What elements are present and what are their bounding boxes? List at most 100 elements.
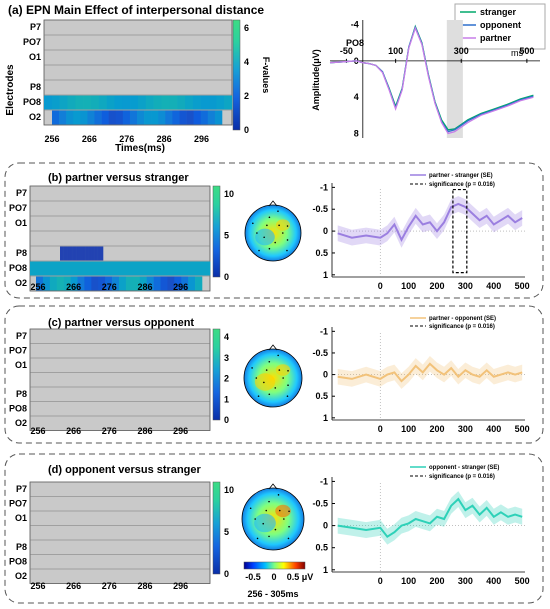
heatmap-cell (80, 110, 88, 125)
heatmap-cell (108, 110, 117, 125)
erp-x-tick: 500 (519, 46, 534, 56)
heatmap-cell (72, 246, 75, 261)
difference-wave (337, 362, 523, 383)
heatmap-cell (120, 261, 128, 276)
heatmap-x-tick: 296 (194, 134, 209, 144)
heatmap-colorbar (212, 481, 221, 575)
topo-colorbar (243, 561, 306, 570)
colorbar-tick: 10 (224, 189, 234, 199)
electrode-dot (258, 249, 260, 252)
electrode-dot (263, 381, 265, 384)
legend-c: partner - opponent (SE) significance (p … (410, 316, 496, 330)
heatmap-cell (122, 110, 131, 125)
heatmap-cell (158, 110, 166, 125)
electrode-dot (268, 393, 271, 396)
electrode-dot (268, 247, 271, 250)
heatmap-cell (208, 95, 217, 110)
diff-y-tick: 0.5 (315, 248, 328, 258)
heatmap-x-tick: 276 (102, 282, 117, 292)
erp-x-tick: 300 (454, 46, 469, 56)
heatmap-colorbar (212, 328, 221, 421)
heatmap-cell (88, 246, 91, 261)
heatmap-row-label: O1 (29, 52, 41, 62)
electrode-dot (257, 395, 260, 397)
heatmap-cell (142, 261, 151, 276)
diff-y-tick: 1 (323, 270, 328, 280)
heatmap-cell (195, 276, 203, 291)
heatmap-cell (112, 261, 121, 276)
heatmap-row-label: P8 (16, 389, 27, 399)
erp-series-partner (329, 26, 534, 135)
heatmap-cell (161, 95, 170, 110)
erp-y-tick: 8 (354, 128, 359, 138)
heatmap-cell (138, 95, 147, 110)
heatmap-cell (105, 276, 113, 291)
heatmap-cell (83, 246, 86, 261)
electrode-dot (278, 509, 281, 512)
heatmap-cell (132, 276, 141, 291)
electrode-dot (268, 360, 271, 363)
heatmap-cell (160, 276, 168, 291)
colorbar-tick: 0 (224, 569, 229, 579)
heatmap-row-label: PO8 (9, 556, 27, 566)
electrode-dot (278, 224, 280, 227)
panel-d-title: (d) opponent versus stranger (48, 464, 202, 476)
panel-a-title: (a) EPN Main Effect of interpersonal dis… (8, 3, 264, 17)
erp-x-unit: ms (511, 48, 523, 58)
legend-opponent: opponent (480, 20, 521, 30)
diff-y-tick: -1 (320, 326, 328, 336)
heatmap-cell (151, 110, 159, 125)
heatmap-cell (97, 261, 106, 276)
electrode-dot (268, 216, 271, 219)
heatmap-background (29, 328, 211, 431)
topo-nose (268, 200, 278, 207)
electrode-dot (256, 232, 258, 234)
heatmap-cell (216, 95, 225, 110)
electrode-dot (286, 395, 289, 397)
electrode-dot (282, 377, 284, 379)
heatmap-row-label: O2 (15, 571, 27, 581)
se-band (337, 356, 523, 389)
heatmap-cell (139, 276, 147, 291)
electrode-dot (277, 354, 279, 357)
heatmap-cell (36, 276, 44, 291)
heatmap-cell (187, 261, 196, 276)
legend-b: partner - stranger (SE) significance (p … (410, 173, 495, 188)
heatmap-row-label: P8 (30, 82, 41, 92)
panel-b-frame (4, 162, 544, 299)
heatmap-cell (181, 276, 189, 291)
electrode-dot (249, 507, 252, 510)
colorbar-tick: 0 (244, 125, 249, 135)
heatmap-cell (52, 110, 60, 125)
diff-y-tick: 0 (323, 370, 328, 380)
diff-y-tick: 0 (323, 226, 328, 236)
heatmap-cell (94, 246, 97, 261)
heatmap-cell (75, 261, 83, 276)
heatmap-cell (157, 261, 166, 276)
heatmap-x-tick: 256 (44, 134, 59, 144)
heatmap-cell (106, 95, 115, 110)
heatmap-cell (146, 276, 154, 291)
heatmap-row-label: PO7 (9, 345, 27, 355)
heatmap-cell (67, 246, 70, 261)
diff-x-tick: 400 (486, 424, 501, 434)
electrode-dot (288, 510, 290, 513)
diff-x-tick: 100 (401, 576, 416, 586)
shaded-window (446, 20, 463, 138)
legend-d-sig: significance (p = 0.016) (429, 474, 495, 480)
heatmap-cell (186, 110, 194, 125)
topo-blob (275, 364, 291, 376)
diff-x-tick: 500 (515, 576, 530, 586)
heatmap-row-label: P7 (16, 188, 27, 198)
diff-x-tick: 0 (378, 281, 383, 291)
colorbar-tick: 10 (224, 485, 234, 495)
heatmap-cell (98, 276, 106, 291)
heatmap-row-label: P7 (16, 331, 27, 341)
heatmap-cell (114, 95, 123, 110)
heatmap-x-tick: 286 (157, 134, 172, 144)
topo-nose (268, 344, 278, 351)
diff-x-tick: 100 (401, 424, 416, 434)
legend-c-diff: partner - opponent (SE) (429, 316, 496, 322)
electrode-dot (266, 224, 268, 227)
heatmap-colorbar (232, 19, 241, 131)
